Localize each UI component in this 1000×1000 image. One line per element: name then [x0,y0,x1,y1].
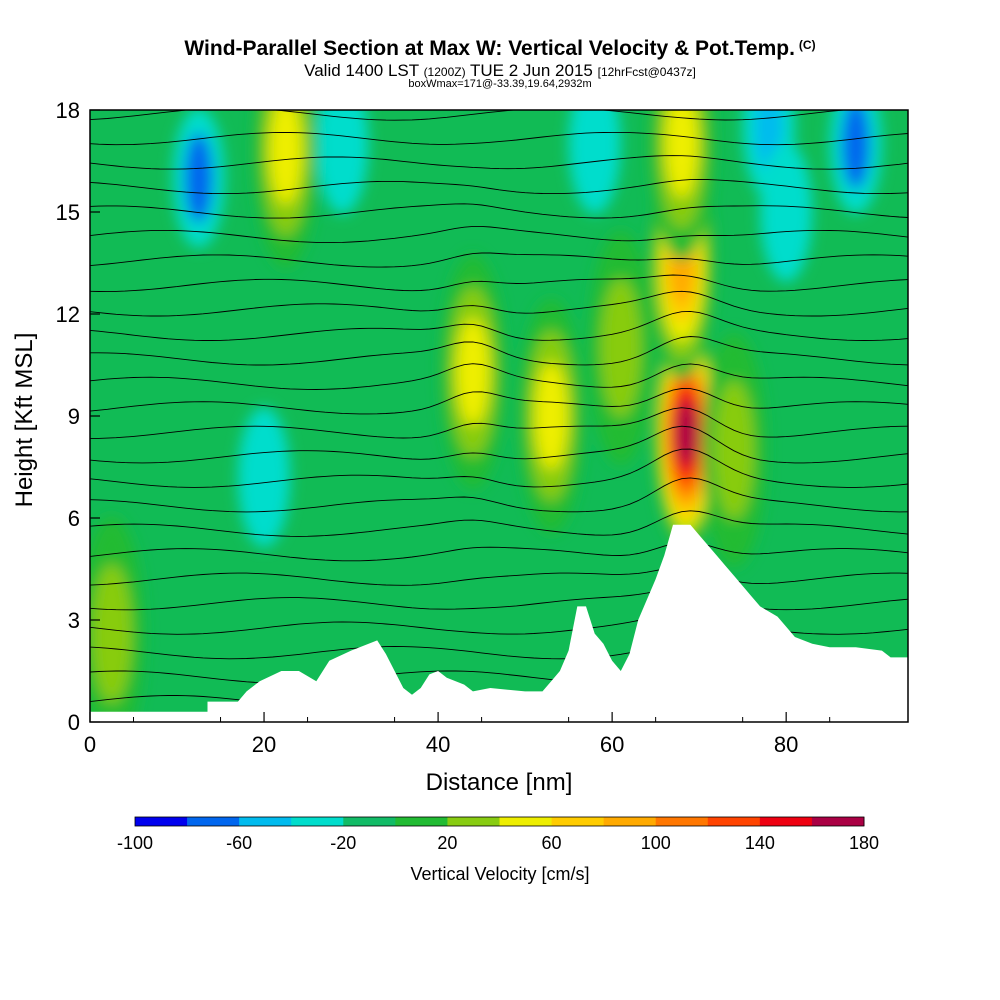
isentrope-line [90,336,908,366]
colorbar-tick-label: -60 [226,833,252,853]
axis-ticks: 0 20 40 60 80 0 3 6 9 12 15 18 [56,98,831,757]
colorbar-tick-label: 60 [542,833,562,853]
isentrope-line [90,541,908,562]
y-tick-label: 3 [68,608,80,633]
colorbar-swatch [395,817,448,826]
isentrope-line [90,131,908,146]
downdraft-cell-core [772,167,801,257]
x-tick-label: 20 [252,732,276,757]
y-axis-title: Height [Kft MSL] [11,333,38,508]
x-axis-title: Distance [nm] [426,769,573,796]
isentrope-line [90,407,908,439]
y-tick-label: 0 [68,710,80,735]
y-tick-label: 15 [56,200,80,225]
isentrope-line [90,310,908,341]
y-tick-label: 18 [56,98,80,123]
downdraft-cell-core [841,110,870,189]
colorbar-tick-label: -20 [330,833,356,853]
plot-area [90,83,908,722]
colorbar-swatch [551,817,605,826]
terrain [90,524,908,722]
colorbar-tick-label: 180 [849,833,879,853]
colorbar-swatch [343,817,396,826]
isentrope-line [90,589,908,611]
colorbar-swatch [239,817,292,826]
colorbar-swatch [187,817,240,826]
colorbar-tick-label: 20 [437,833,457,853]
colorbar-swatch [447,817,500,826]
isentrope-line [90,274,908,293]
downdraft-cell-core [328,110,357,189]
isentrope-line [90,567,908,586]
isentrope-line [90,155,908,170]
updraft-cell-level [713,380,754,520]
chart-subtitle-box: boxWmax=171@-33.39,19.64,2932m [408,78,592,90]
downdraft-cell-core [250,432,279,523]
isentrope-line [90,110,849,121]
isentrope-line [90,477,908,513]
downdraft-cell-core [580,110,609,189]
colorbar-swatch [811,817,865,826]
isentrope-line [90,290,908,317]
colorbar-swatch [291,817,344,826]
y-tick-label: 6 [68,506,80,531]
chart-title: Wind-Parallel Section at Max W: Vertical… [184,37,816,60]
x-tick-label: 40 [426,732,450,757]
colorbar-tick-label: 140 [745,833,775,853]
velocity-field [90,110,882,722]
colorbar-swatch [655,817,709,826]
isentrope-line [90,510,908,537]
colorbar-tick-label: -100 [117,833,153,853]
colorbar-title: Vertical Velocity [cm/s] [410,864,589,884]
chart-subtitle: Valid 1400 LST (1200Z) TUE 2 Jun 2015 [1… [304,61,696,80]
isentrope-line [90,203,908,219]
updraft-cell-level [456,318,489,426]
updraft-cell-level [600,278,641,418]
isentrope-line [90,425,908,464]
y-tick-label: 9 [68,404,80,429]
isentrope-line [90,363,908,390]
isentrope-line [90,252,908,268]
updraft-cell-level [665,110,698,198]
updraft-cell-level [535,362,568,470]
isentrope-line [90,388,908,415]
colorbar-swatch [135,817,188,826]
colorbar: -100 -60 -20 20 60 100 140 180 [117,816,879,853]
downdraft-cell-core [184,133,213,223]
colorbar-swatch [759,817,813,826]
y-tick-label: 12 [56,302,80,327]
colorbar-swatch [707,817,761,826]
colorbar-tick-label: 100 [641,833,671,853]
updraft-cell-level [269,110,302,205]
isentrope-line [90,178,908,195]
colorbar-frame [134,816,865,827]
x-tick-label: 80 [774,732,798,757]
updraft-cell-level [91,564,132,704]
isentrope-line [90,83,908,95]
x-tick-label: 60 [600,732,624,757]
isentrope-line [90,448,908,488]
isentrope-line [90,225,908,244]
x-tick-label: 0 [84,732,96,757]
colorbar-swatch [603,817,657,826]
colorbar-swatch [499,817,553,826]
